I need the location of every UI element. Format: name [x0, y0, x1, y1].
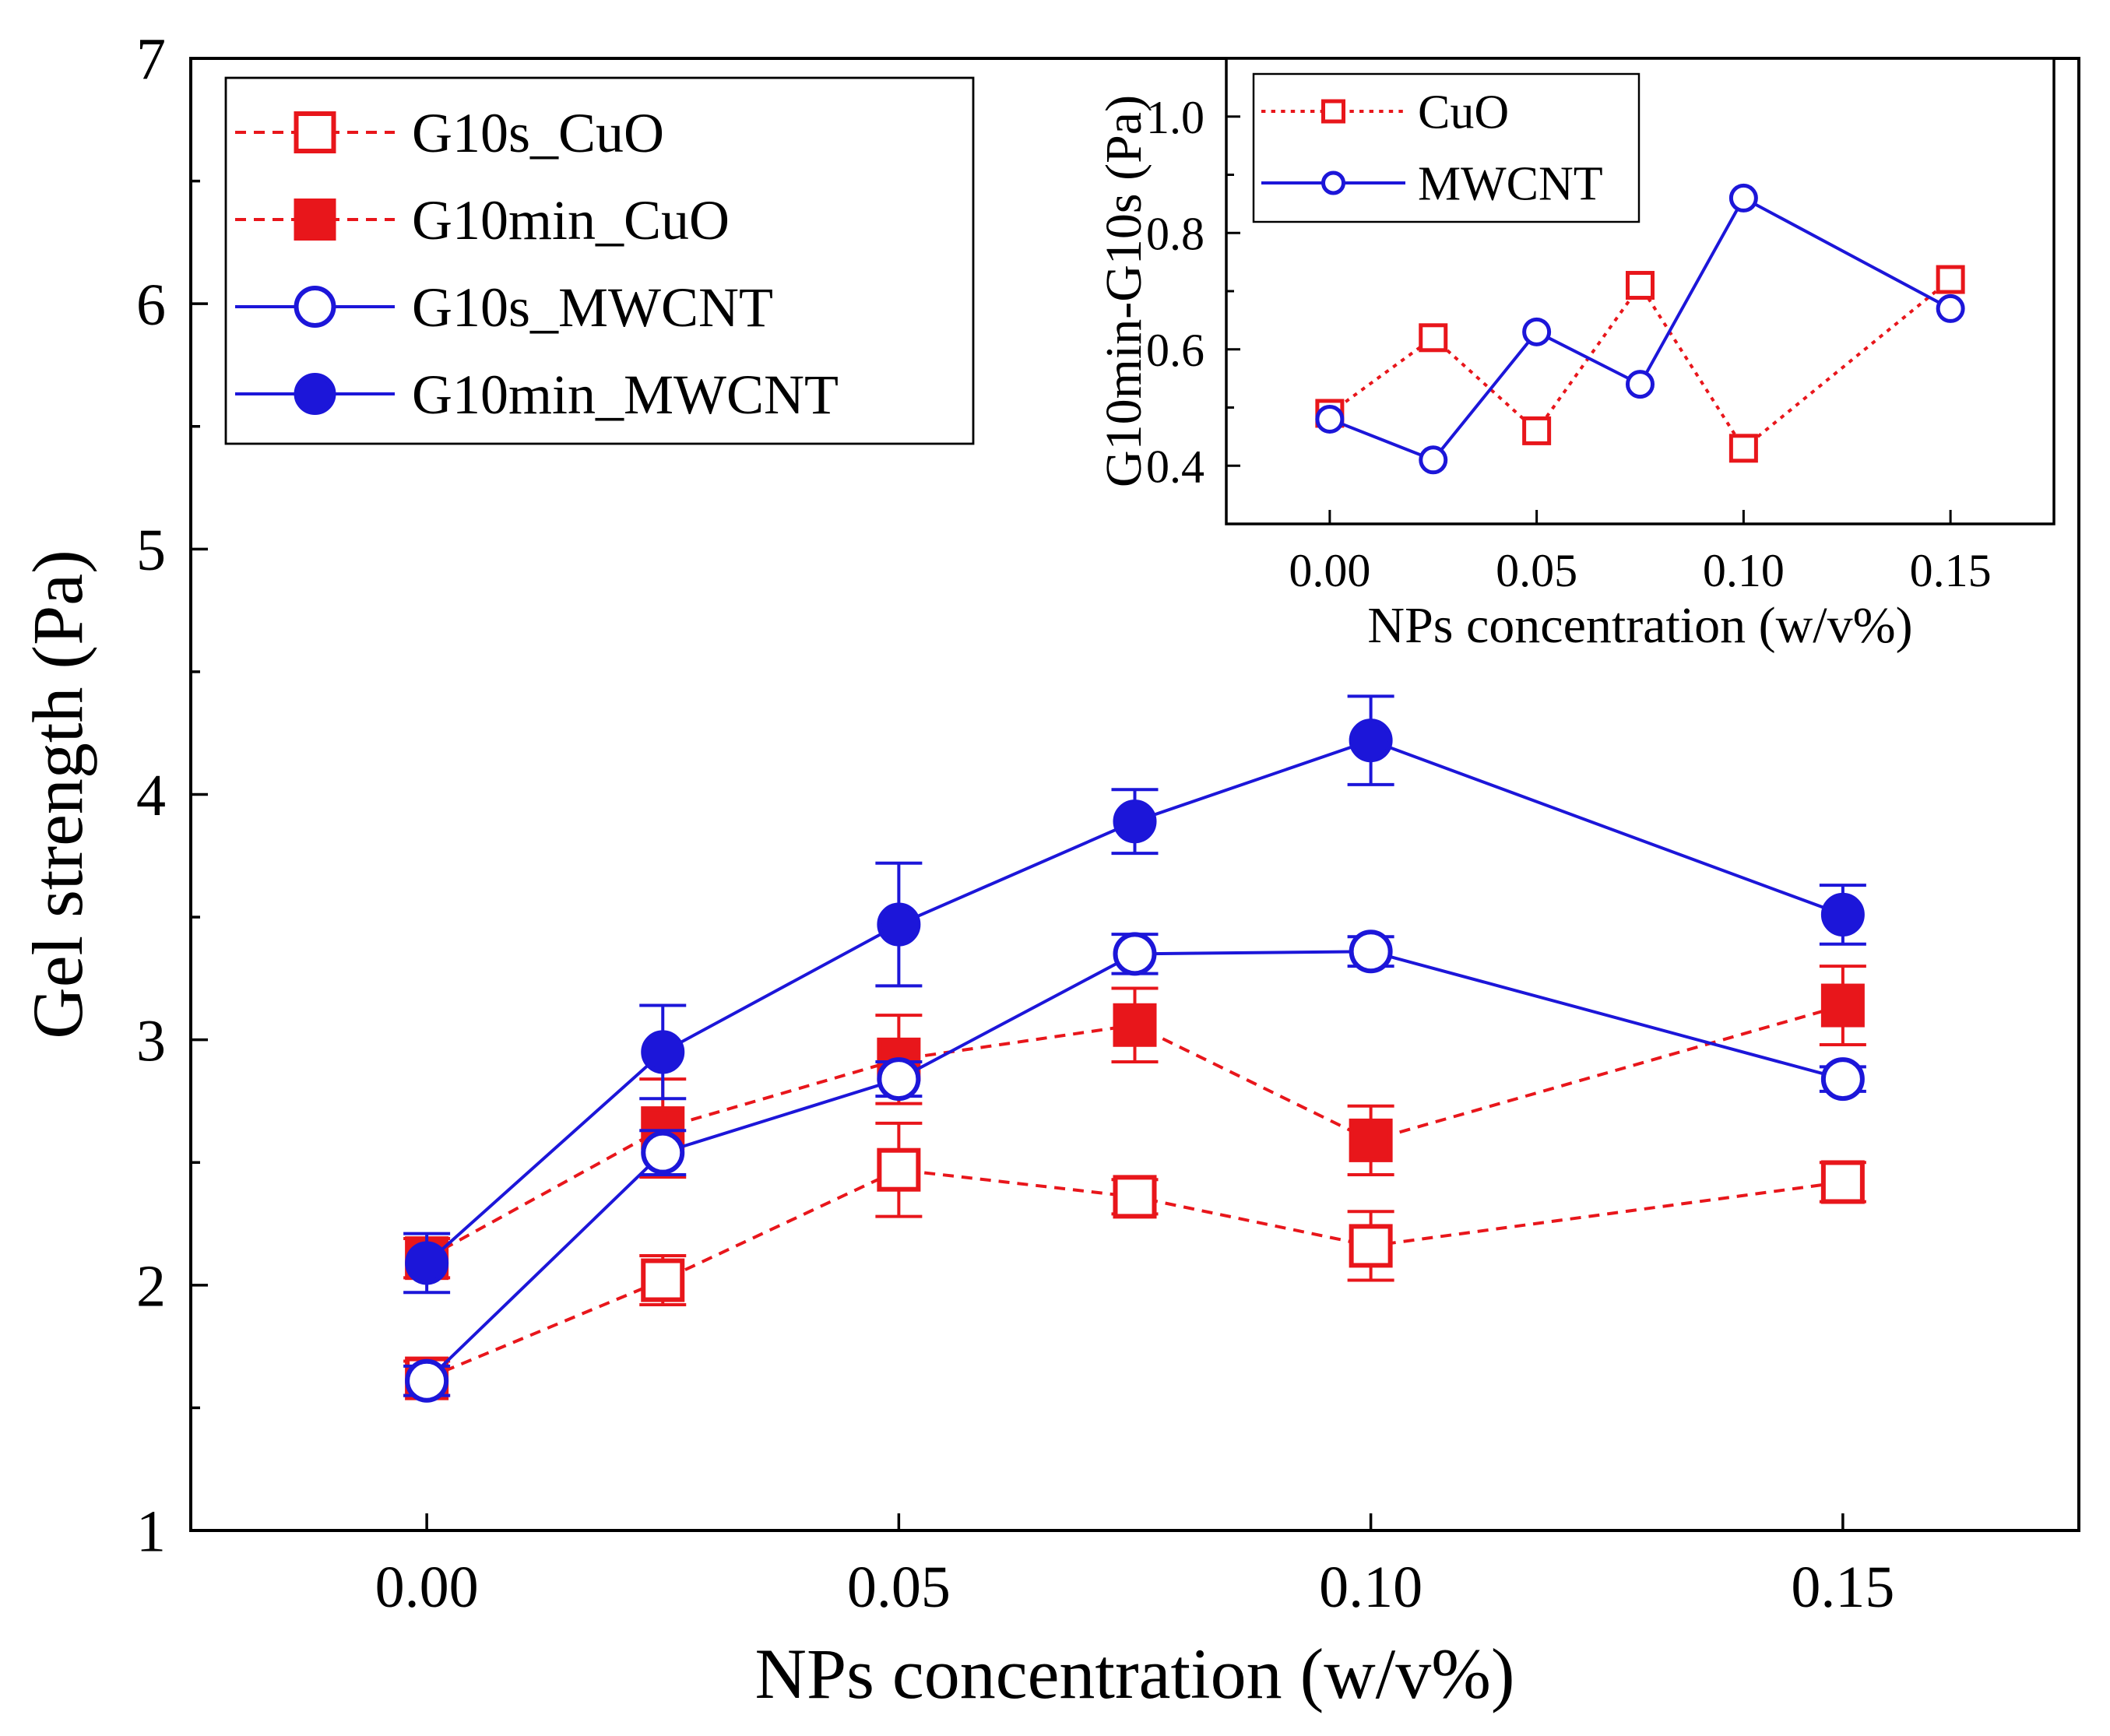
main-y-tick-label: 3	[136, 1008, 166, 1074]
main-x-axis-title: NPs concentration (w/v%)	[755, 1634, 1515, 1713]
main-series-line	[426, 1003, 1844, 1260]
inset-data-point	[1728, 434, 1758, 463]
main-y-ticks: 1 2 3 4 5 6 7	[136, 27, 208, 1565]
main-y-tick-label: 4	[136, 763, 166, 828]
main-series-G10s_CuO	[403, 1121, 1866, 1400]
inset-x-ticks: 0.00 0.05 0.10 0.15	[1289, 510, 1992, 596]
main-data-point	[1113, 1003, 1157, 1047]
legend-marker	[294, 286, 336, 328]
main-y-tick-label: 7	[136, 27, 166, 93]
inset-data-point	[1522, 317, 1552, 346]
inset-legend-item: MWCNT	[1261, 158, 1603, 211]
main-legend-box	[224, 76, 975, 445]
inset-data-point	[1728, 183, 1758, 213]
main-data-point	[1349, 929, 1393, 974]
inset-data-point	[1626, 370, 1655, 399]
main-series-line	[425, 739, 1844, 1264]
legend-marker	[294, 373, 336, 415]
main-legend-item: G10min_MWCNT	[235, 364, 839, 426]
inset-x-tick-label: 0.15	[1910, 545, 1992, 596]
inset-data-point	[1419, 445, 1448, 475]
inset-data-point	[1936, 265, 1965, 294]
main-legend-item: G10s_CuO	[235, 102, 664, 164]
main-data-point	[1349, 719, 1393, 763]
main-data-point	[1349, 1224, 1393, 1268]
inset-legend: CuO MWCNT	[1252, 72, 1641, 223]
inset-series-MWCNT	[1315, 183, 1965, 475]
legend-marker	[294, 111, 336, 153]
main-y-axis-title: Gel strength (Pa)	[18, 550, 97, 1039]
main-series	[403, 694, 1866, 1403]
main-x-tick-label: 0.15	[1791, 1555, 1894, 1620]
main-data-point	[1113, 1175, 1157, 1219]
main-data-point	[1820, 983, 1865, 1028]
main-data-point	[1113, 932, 1157, 976]
main-series-line	[426, 1168, 1844, 1380]
main-legend: G10s_CuO G10min_CuO G10s_MWCNT G10min_MWCNT	[224, 76, 975, 445]
main-data-point	[405, 1241, 449, 1285]
inset-data-point	[1315, 404, 1345, 434]
legend-label: G10min_MWCNT	[412, 364, 839, 426]
main-series-G10min_MWCNT	[403, 694, 1866, 1295]
main-data-point	[877, 1057, 921, 1102]
main-data-point	[877, 1147, 921, 1192]
legend-label: G10s_CuO	[412, 102, 664, 164]
main-y-tick-label: 6	[136, 272, 166, 338]
legend-marker	[1321, 170, 1345, 195]
inset-data-point	[1522, 416, 1552, 445]
main-data-point	[641, 1130, 685, 1175]
inset-y-tick-label: 0.4	[1146, 441, 1204, 492]
inset-y-tick-label: 0.8	[1146, 208, 1204, 259]
inset-x-tick-label: 0.10	[1703, 545, 1785, 596]
main-y-tick-label: 5	[136, 518, 166, 583]
inset-y-tick-label: 0.6	[1146, 325, 1204, 376]
main-x-ticks: 0.00 0.05 0.10 0.15	[375, 1513, 1894, 1620]
inset-x-axis-title: NPs concentration (w/v%)	[1367, 597, 1912, 654]
inset-y-ticks: 0.4 0.6 0.8 1.0	[1146, 92, 1240, 525]
main-series-G10min_CuO	[403, 965, 1866, 1281]
legend-marker	[294, 199, 336, 241]
main-x-tick-label: 0.05	[847, 1555, 951, 1620]
main-y-tick-label: 2	[136, 1253, 166, 1319]
main-data-point	[1820, 892, 1865, 937]
main-data-point	[405, 1358, 449, 1403]
inset-y-tick-label: 1.0	[1146, 92, 1204, 143]
inset-data-point	[1936, 293, 1965, 323]
inset-series-line	[1329, 195, 1952, 462]
inset-data-point	[1419, 323, 1448, 353]
legend-label: MWCNT	[1418, 158, 1603, 211]
main-legend-item: G10s_MWCNT	[235, 276, 773, 339]
inset-x-tick-label: 0.05	[1496, 545, 1577, 596]
main-data-point	[877, 902, 921, 947]
legend-label: G10min_CuO	[412, 189, 730, 251]
main-data-point	[1820, 1057, 1865, 1102]
legend-marker	[1321, 99, 1345, 124]
main-data-point	[1820, 1160, 1865, 1204]
main-data-point	[1349, 1118, 1393, 1162]
main-x-tick-label: 0.00	[375, 1555, 479, 1620]
legend-label: CuO	[1418, 86, 1509, 139]
inset-y-axis-title: G10min-G10s (Pa)	[1095, 95, 1152, 487]
inset-legend-box	[1252, 72, 1641, 223]
main-series-line	[425, 950, 1844, 1383]
inset-data-point	[1626, 271, 1655, 300]
legend-label: G10s_MWCNT	[412, 276, 773, 339]
main-legend-item: G10min_CuO	[235, 189, 730, 251]
inset-series	[1315, 183, 1965, 475]
main-y-tick-label: 1	[136, 1499, 166, 1565]
inset-x-tick-label: 0.00	[1289, 545, 1370, 596]
main-data-point	[1113, 799, 1157, 844]
main-series-G10s_MWCNT	[403, 929, 1866, 1403]
main-data-point	[641, 1030, 685, 1074]
main-x-tick-label: 0.10	[1319, 1555, 1422, 1620]
main-data-point	[641, 1258, 685, 1302]
inset-legend-item: CuO	[1261, 86, 1509, 139]
